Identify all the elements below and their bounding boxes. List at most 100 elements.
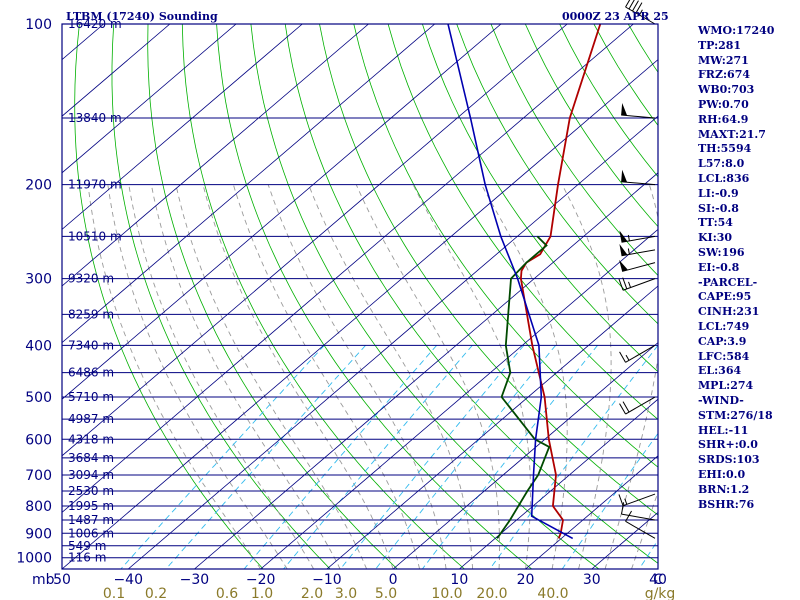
moist-adiabat bbox=[308, 184, 474, 569]
index-row: SW:196 bbox=[698, 245, 745, 259]
index-row: LCL:749 bbox=[698, 319, 750, 333]
temperature-tick-label: −40 bbox=[113, 572, 143, 588]
wind-barb-staff bbox=[625, 520, 656, 539]
pressure-label: 100 bbox=[25, 17, 52, 33]
mixing-ratio-label: 1.0 bbox=[251, 586, 273, 600]
moist-adiabat bbox=[175, 184, 368, 569]
dry-adiabat bbox=[111, 24, 331, 569]
wind-barb bbox=[619, 230, 656, 243]
index-row: L57:8.0 bbox=[698, 157, 745, 171]
temperature-tick-label: −10 bbox=[312, 572, 342, 588]
dry-adiabat bbox=[284, 24, 658, 564]
wind-barb-half-feather bbox=[625, 354, 630, 361]
temperature-tick-label: 10 bbox=[450, 572, 468, 588]
index-row: SI:-0.8 bbox=[698, 201, 739, 215]
isotherm bbox=[525, 455, 658, 569]
station-title: LTBM (17240) Sounding bbox=[66, 10, 218, 23]
isotherm bbox=[62, 24, 634, 513]
height-label: 9320 m bbox=[68, 272, 114, 286]
moist-adiabat bbox=[412, 184, 531, 569]
index-row: FRZ:674 bbox=[698, 68, 751, 82]
dry-adiabat bbox=[456, 24, 658, 325]
pressure-label: 900 bbox=[25, 526, 52, 542]
mixing-ratio-label: 0.2 bbox=[145, 586, 167, 600]
temperature-tick-label: 0 bbox=[389, 572, 398, 588]
sounding-profiles bbox=[447, 24, 602, 540]
mixing-ratio-label: 3.0 bbox=[335, 586, 357, 600]
wind-barb-staff bbox=[622, 278, 656, 291]
mixing-ratio-line bbox=[375, 345, 557, 569]
wind-barb-flag bbox=[621, 169, 628, 183]
pressure-unit-label: mb bbox=[32, 572, 55, 588]
isotherm bbox=[62, 24, 502, 400]
index-row: MAXT:21.7 bbox=[698, 127, 766, 141]
dry-adiabat bbox=[422, 24, 658, 373]
indices-panel: WMO:17240 TP:281 MW:271 FRZ:674 WB0:703 PW:0.… bbox=[698, 24, 800, 512]
mixing-ratio-label: 5.0 bbox=[375, 586, 397, 600]
height-label: 16420 m bbox=[68, 17, 122, 31]
index-row: HEL:-11 bbox=[698, 423, 749, 437]
index-row: MPL:274 bbox=[698, 379, 754, 393]
wind-barb-feather bbox=[622, 277, 628, 290]
isotherm bbox=[260, 228, 658, 569]
dry-adiabat bbox=[490, 24, 658, 276]
wind-barb bbox=[621, 169, 656, 186]
wind-barb-half-feather bbox=[628, 281, 632, 288]
isotherm bbox=[62, 24, 303, 230]
pressure-label: 600 bbox=[25, 432, 52, 448]
wind-barb-feather bbox=[619, 351, 626, 363]
wind-barb-staff bbox=[621, 235, 656, 243]
wind-barb bbox=[621, 103, 656, 119]
pressure-label: 800 bbox=[25, 499, 52, 515]
wind-barb-staff bbox=[621, 114, 656, 119]
index-row: SHR+:0.0 bbox=[698, 438, 758, 452]
index-row: CAP:3.9 bbox=[698, 334, 747, 348]
mixing-ratio-label: 40.0 bbox=[537, 586, 568, 600]
dry-adiabat bbox=[74, 24, 264, 569]
wind-barb-feather bbox=[625, 510, 632, 522]
wind-barb-feather bbox=[628, 0, 635, 10]
dry-adiabat bbox=[353, 24, 658, 468]
isotherm bbox=[326, 285, 658, 569]
time-title: 0000Z 23 APR 25 bbox=[562, 10, 669, 23]
index-row: -PARCEL- bbox=[698, 275, 758, 289]
wind-barb-feather bbox=[619, 403, 626, 415]
isotherm bbox=[62, 59, 658, 569]
mixing-ratio-label: g/kg bbox=[645, 586, 676, 600]
chart-grid bbox=[62, 24, 658, 569]
wind-barb-feather bbox=[622, 401, 630, 413]
wind-barb-half-feather bbox=[624, 498, 628, 505]
mixing-ratio-label: 20.0 bbox=[476, 586, 507, 600]
pressure-label: 200 bbox=[25, 178, 52, 194]
mixing-ratio-line bbox=[489, 345, 658, 569]
pressure-label: 400 bbox=[25, 338, 52, 354]
temperature-tick-label: 20 bbox=[517, 572, 535, 588]
index-row: TP:281 bbox=[698, 38, 742, 52]
temperature-tick-label: 30 bbox=[583, 572, 601, 588]
temperature-tick-label: −30 bbox=[180, 572, 210, 588]
height-label: 6486 m bbox=[68, 366, 114, 380]
isotherm bbox=[459, 398, 658, 569]
index-row: PW:0.70 bbox=[698, 97, 749, 111]
moist-adiabat bbox=[561, 184, 612, 569]
wind-barb-half-feather bbox=[627, 248, 630, 255]
wind-barb-feather bbox=[625, 0, 631, 8]
height-label: 13840 m bbox=[68, 111, 122, 125]
wind-barb-feather bbox=[621, 502, 625, 515]
index-row: TH:5594 bbox=[698, 142, 752, 156]
isotherm bbox=[392, 342, 658, 569]
mixing-ratio-label: 10.0 bbox=[431, 586, 462, 600]
height-label: 2530 m bbox=[68, 484, 114, 498]
height-label: 3684 m bbox=[68, 451, 114, 465]
wind-barb bbox=[619, 243, 656, 257]
mixing-ratio-label: 0.6 bbox=[216, 586, 238, 600]
wind-barb-half-feather bbox=[638, 9, 643, 16]
wind-barb-staff bbox=[625, 6, 656, 25]
wind-barb-staff bbox=[621, 513, 656, 521]
isotherm bbox=[62, 24, 436, 344]
moist-adiabat bbox=[481, 184, 568, 569]
height-label: 4318 m bbox=[68, 432, 114, 446]
wind-barb bbox=[621, 502, 656, 521]
moist-adiabat bbox=[355, 184, 500, 569]
